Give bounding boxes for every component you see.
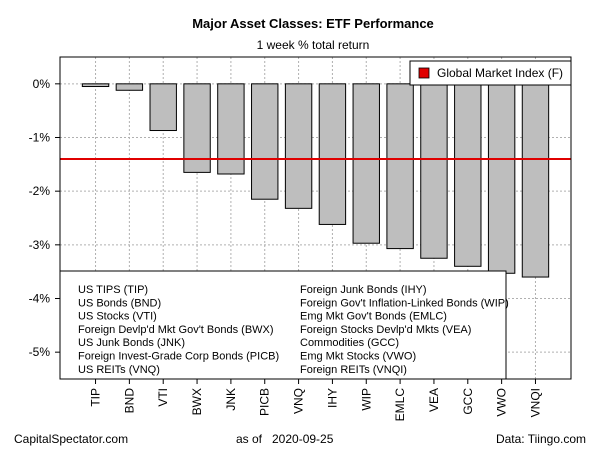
ticker-key: US TIPS (TIP)US Bonds (BND) US Stocks (VT…	[59, 270, 509, 380]
x-tick-label: VNQ	[292, 388, 306, 414]
bar-gcc	[454, 83, 482, 267]
ticker-key-box	[59, 270, 507, 380]
ticker-key-entry: US REITs (VNQ)	[78, 364, 160, 376]
ticker-key-entry: Foreign Devlp'd Mkt Gov't Bonds (BWX)	[78, 324, 274, 336]
legend: Global Market Index (F)	[409, 60, 572, 86]
y-tick-label: -5%	[29, 345, 51, 359]
y-tick-label: -1%	[29, 131, 51, 145]
x-tick-label: IHY	[325, 388, 339, 408]
bar-picb	[251, 83, 279, 200]
ticker-key-entry: Foreign Junk Bonds (IHY)	[300, 284, 427, 296]
x-tick-label: JNK	[224, 388, 238, 411]
legend-box	[409, 60, 572, 86]
ticker-key-entry: US Junk Bonds (JNK)	[78, 337, 185, 349]
x-tick-label: VNQI	[528, 388, 542, 417]
ticker-key-entry: Emg Mkt Stocks (VWO)	[300, 351, 416, 363]
y-axis: 0% -1% -2% -3% -4% -5%	[29, 77, 60, 359]
y-tick-label: -2%	[29, 184, 51, 198]
bar-bwx	[183, 83, 211, 173]
x-axis: TIP BND VTI BWX JNK PICB VNQ IHY WIP EMLC VEA GCC VW…	[89, 379, 542, 422]
y-tick-label: -4%	[29, 292, 51, 306]
ticker-key-entry: US Bonds (BND)	[78, 297, 161, 309]
bar-vti	[149, 83, 177, 132]
ticker-key-right-column: Foreign Junk Bonds (IHY)Foreign Gov't In…	[300, 284, 509, 376]
chart-title: Major Asset Classes: ETF Performance	[192, 16, 434, 31]
x-tick-label: VEA	[427, 388, 441, 412]
footer-as-of-date: 2020-09-25	[272, 432, 334, 446]
x-tick-label: BWX	[190, 388, 204, 415]
x-tick-label: PICB	[258, 388, 272, 416]
x-tick-label: VWO	[495, 388, 509, 417]
bar-vea	[420, 83, 448, 259]
ticker-key-entry: Foreign Gov't Inflation-Linked Bonds (WI…	[300, 297, 509, 309]
footer-source-site: CapitalSpectator.com	[14, 432, 128, 446]
x-tick-label: EMLC	[393, 388, 407, 422]
y-tick-label: 0%	[33, 77, 51, 91]
bar-jnk	[217, 83, 245, 175]
ticker-key-entry: Foreign Stocks Devlp'd Mkts (VEA)	[300, 324, 471, 336]
bar-wip	[352, 83, 380, 244]
chart-subtitle: 1 week % total return	[257, 38, 370, 52]
ticker-key-entry: Emg Mkt Gov't Bonds (EMLC)	[300, 311, 447, 323]
x-tick-label: TIP	[89, 388, 103, 407]
bar-ihy	[318, 83, 347, 225]
footer-as-of-label: as of	[236, 432, 263, 446]
footer-data-source: Data: Tiingo.com	[496, 432, 586, 446]
x-tick-label: VTI	[156, 388, 170, 407]
ticker-key-entry: Foreign REITs (VNQI)	[300, 364, 407, 376]
bars	[81, 83, 550, 278]
legend-label: Global Market Index (F)	[437, 66, 563, 80]
x-tick-label: GCC	[461, 388, 475, 415]
bar-vnq	[284, 83, 313, 209]
bar-tip	[81, 83, 110, 88]
ticker-key-entry: US Stocks (VTI)	[78, 311, 157, 323]
x-tick-label: BND	[122, 388, 136, 414]
bar-bnd	[115, 83, 144, 91]
bar-emlc	[386, 83, 414, 250]
x-tick-label: WIP	[359, 388, 373, 411]
ticker-key-entry: Commodities (GCC)	[300, 337, 399, 349]
legend-swatch	[418, 67, 430, 79]
ticker-key-left-column: US TIPS (TIP)US Bonds (BND) US Stocks (VT…	[78, 284, 279, 376]
y-tick-label: -3%	[29, 238, 51, 252]
ticker-key-entry: US TIPS (TIP)	[78, 284, 148, 296]
ticker-key-entry: Foreign Invest-Grade Corp Bonds (PICB)	[78, 351, 279, 363]
bar-vwo	[487, 83, 516, 274]
bar-vnqi	[521, 83, 550, 278]
